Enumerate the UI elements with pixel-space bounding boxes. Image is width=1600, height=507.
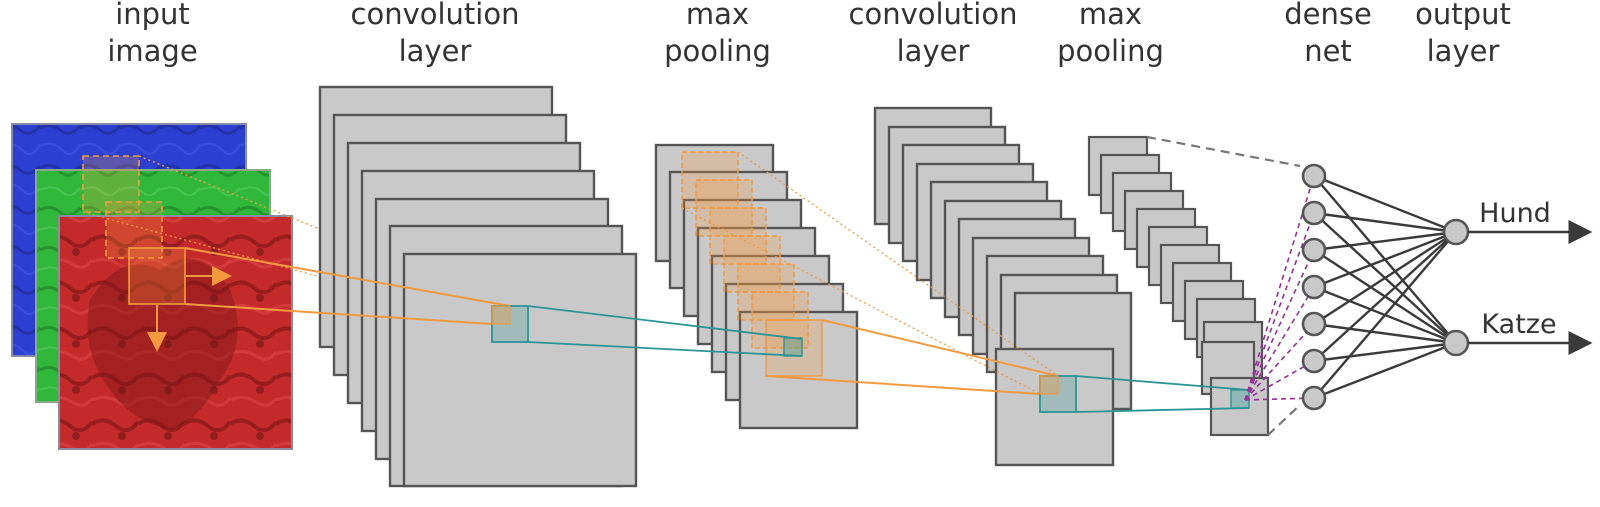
header-line: dense: [1284, 0, 1372, 31]
connection-line: [1313, 322, 1457, 345]
output-node-hund: [1442, 218, 1470, 246]
header-line: layer: [398, 34, 472, 68]
header-line: net: [1304, 34, 1352, 68]
header-line: max: [1078, 0, 1143, 31]
connection-line: [1313, 285, 1457, 345]
conv-layer-2: [873, 106, 1133, 467]
receptive-field-connection: [184, 247, 511, 307]
receptive-field-connection: [184, 303, 493, 325]
projection-line: [681, 207, 1041, 395]
dense-link: [1244, 175, 1315, 401]
feature-map: [994, 347, 1115, 467]
header-line: convolution: [350, 0, 520, 31]
pool2-cell: [1230, 389, 1250, 409]
header-line: layer: [1426, 34, 1500, 68]
input-projection-line: [82, 211, 493, 325]
dense-link: [1244, 212, 1315, 401]
header-line: layer: [896, 34, 970, 68]
connection-line: [1313, 248, 1457, 345]
conv2-output-cell: [1039, 375, 1059, 395]
header-dense-net: dense net: [1283, 0, 1373, 70]
output-node-katze: [1442, 329, 1470, 357]
connection-line: [1313, 212, 1457, 344]
connection-line: [1313, 341, 1457, 400]
dense-node: [1301, 237, 1327, 263]
dense-link: [1244, 360, 1315, 401]
header-line: output: [1415, 0, 1511, 31]
dense-output-connections: [1313, 174, 1457, 400]
pooling-window: [765, 319, 823, 377]
connection-line: [1313, 341, 1457, 363]
kernel-connection: [1075, 407, 1250, 413]
header-line: image: [107, 34, 198, 68]
pool1-cell: [783, 337, 803, 357]
kernel-connection: [527, 305, 803, 340]
input-receptive-field-red: [128, 247, 186, 305]
header-line: pooling: [664, 34, 771, 68]
input-red-channel: [58, 215, 293, 450]
header-convolution-layer-1: convolution layer: [350, 0, 520, 70]
max-pooling-2: [1087, 135, 1270, 437]
connection-line: [1313, 211, 1457, 234]
dense-node: [1301, 163, 1327, 189]
feature-map: [402, 252, 638, 488]
header-line: convolution: [848, 0, 1018, 31]
dense-link: [1244, 286, 1315, 401]
connection-line: [1313, 230, 1457, 252]
dense-input-links: [1244, 175, 1315, 401]
header-line: pooling: [1057, 34, 1164, 68]
projection-line: [737, 151, 1059, 377]
output-label-hund: Hund: [1479, 198, 1551, 229]
header-line: max: [685, 0, 750, 31]
kernel-connection: [527, 341, 803, 357]
dense-link: [1244, 249, 1315, 401]
receptive-field-connection: [821, 319, 1059, 377]
output-layer: Hund Katze: [1442, 198, 1593, 357]
dense-net: [1301, 163, 1327, 411]
conv-layer-1: [318, 85, 638, 488]
header-max-pooling-1: max pooling: [660, 0, 775, 70]
flatten-hint-line: [1267, 404, 1301, 436]
header-line: input: [115, 0, 190, 31]
conv1-output-cell: [491, 305, 511, 325]
connection-line: [1313, 175, 1457, 344]
dense-node: [1301, 385, 1327, 411]
dense-node: [1301, 311, 1327, 337]
kernel-connection: [1075, 375, 1250, 391]
connection-line: [1313, 174, 1457, 234]
flatten-hint-line: [1146, 135, 1301, 168]
pooled-map: [738, 310, 859, 430]
header-max-pooling-2: max pooling: [1053, 0, 1168, 70]
dense-link: [1244, 323, 1315, 401]
header-input-image: input image: [100, 0, 205, 70]
header-output-layer: output layer: [1408, 0, 1518, 70]
header-convolution-layer-2: convolution layer: [848, 0, 1018, 70]
dense-node: [1301, 348, 1327, 374]
pooling-windows: [681, 151, 823, 377]
output-label-katze: Katze: [1481, 309, 1556, 340]
receptive-field-connection: [765, 375, 1041, 395]
dense-node: [1301, 274, 1327, 300]
dense-node: [1301, 200, 1327, 226]
